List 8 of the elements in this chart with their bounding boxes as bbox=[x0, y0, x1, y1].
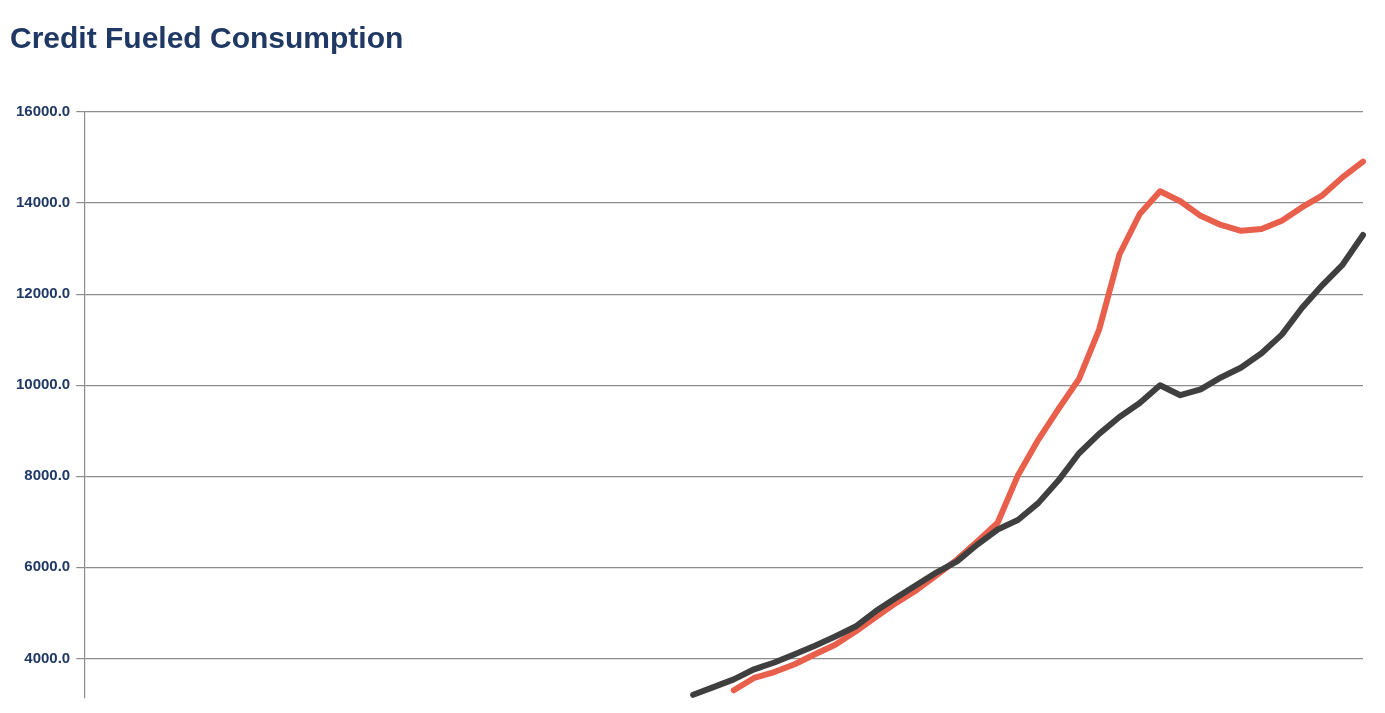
y-tick-label: 16000.0 bbox=[15, 102, 71, 120]
y-tick-label: 10000.0 bbox=[15, 375, 71, 393]
y-tick-label: 8000.0 bbox=[24, 466, 71, 484]
y-tick-label: 4000.0 bbox=[24, 648, 71, 666]
y-tick-label: 12000.0 bbox=[15, 284, 71, 302]
y-tick-label: 14000.0 bbox=[15, 193, 71, 211]
chart-title: Credit Fueled Consumption bbox=[10, 21, 404, 55]
y-tick-label: 6000.0 bbox=[24, 557, 71, 575]
